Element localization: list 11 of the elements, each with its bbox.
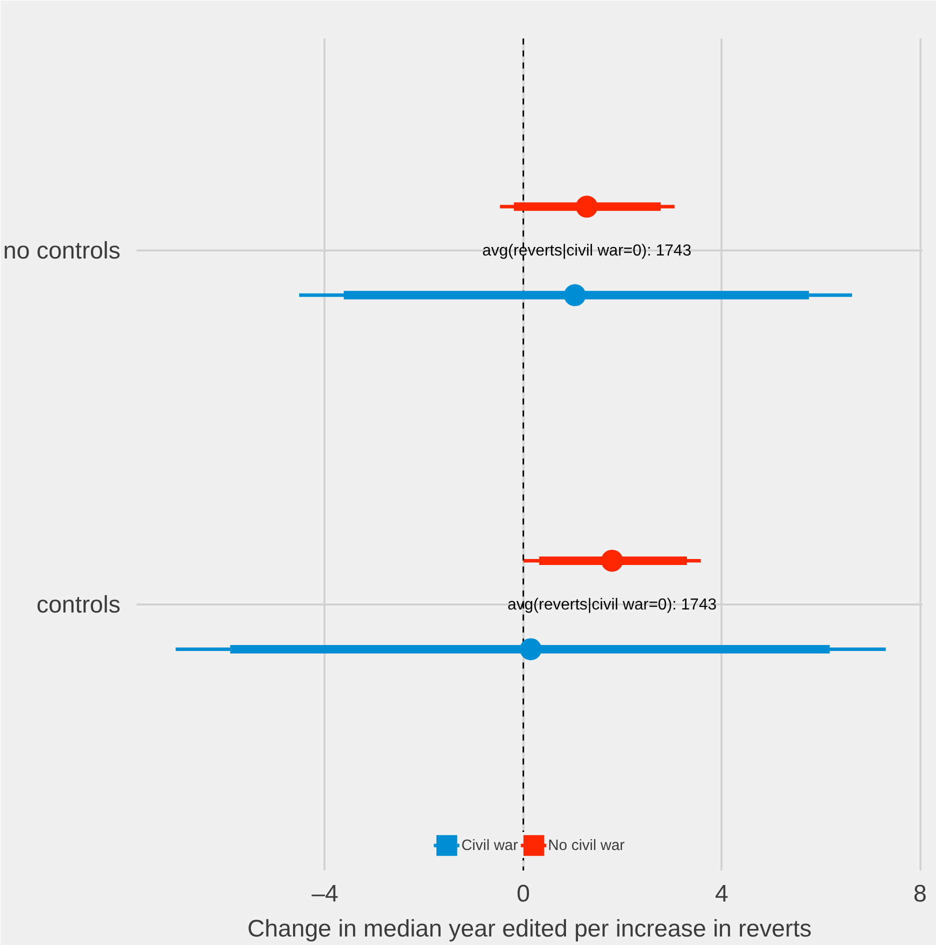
x-tick-label: 8 [913, 880, 927, 908]
x-tick-label: 0 [516, 880, 530, 908]
x-tick-label: –4 [312, 880, 338, 908]
annotation: avg(reverts|civil war=0): 1743 [482, 242, 692, 260]
y-tick-label: no controls [3, 237, 121, 264]
legend-label: No civil war [548, 836, 625, 854]
legend-label: Civil war [461, 836, 518, 854]
x-axis-title: Change in median year edited per increase in reverts [247, 916, 812, 942]
x-tick-label: 4 [714, 880, 728, 908]
annotation: avg(reverts|civil war=0): 1743 [508, 596, 717, 614]
y-tick-label: controls [36, 591, 121, 618]
